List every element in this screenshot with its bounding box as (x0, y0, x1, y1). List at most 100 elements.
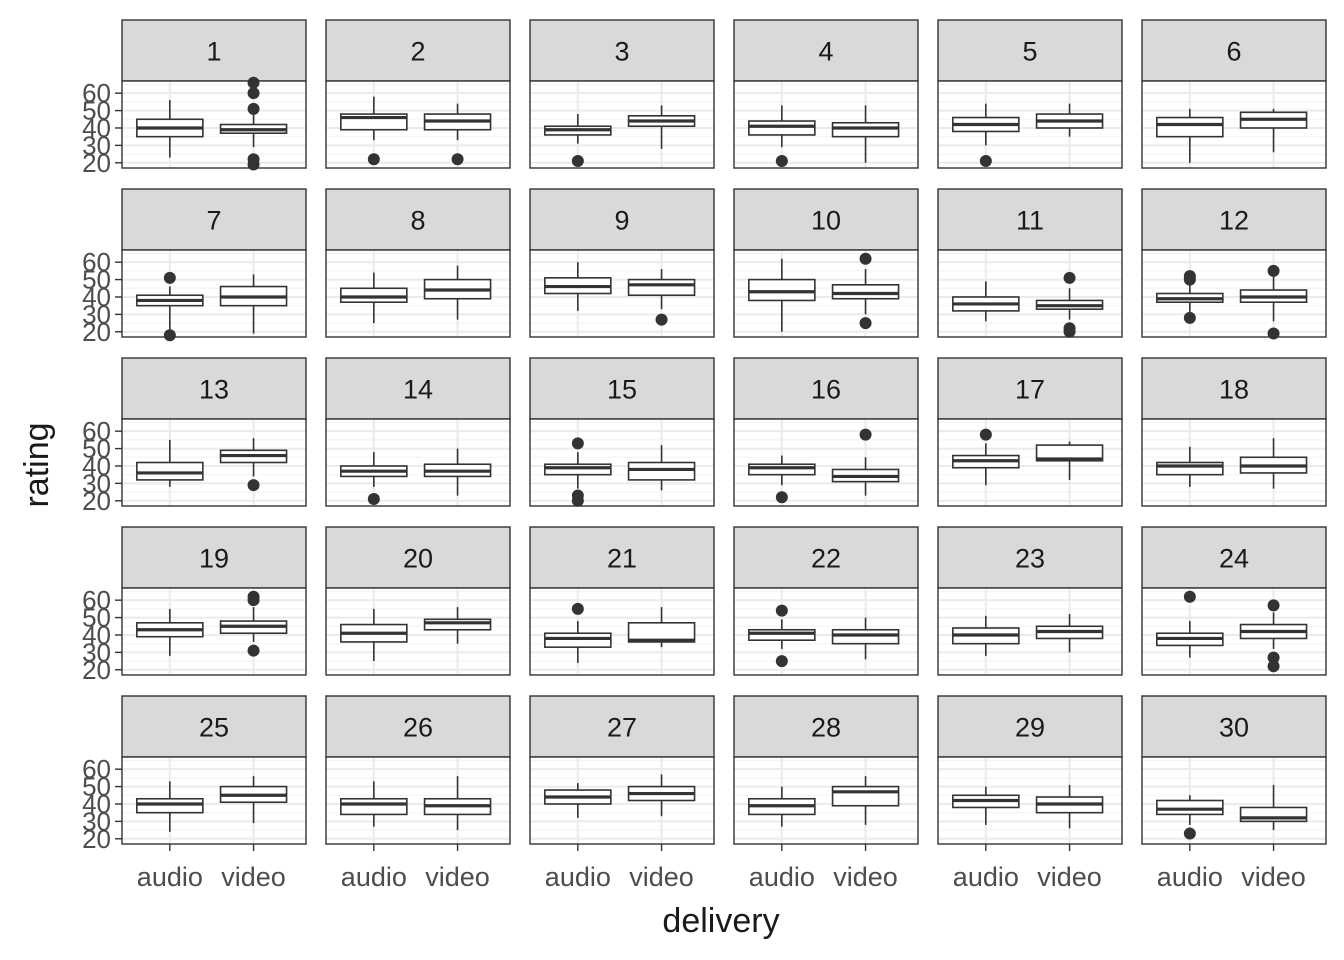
facet-strip (937, 357, 1123, 420)
outlier-point (1267, 651, 1280, 664)
facet-strip (733, 357, 919, 420)
y-tick-label: 50 (82, 772, 111, 802)
y-tick-label: 60 (82, 754, 111, 784)
facet-strip (325, 526, 511, 589)
facet-panel: 19 (121, 526, 307, 676)
x-axis: audio video (137, 844, 286, 892)
facet-strip (733, 526, 919, 589)
box-video (219, 776, 288, 824)
outlier-point (571, 602, 584, 615)
facet-panel: 24 (1141, 526, 1327, 676)
facet-strip (733, 188, 919, 251)
facet-panel: 14 (325, 357, 511, 507)
facet-strip-label: 9 (614, 206, 629, 236)
y-tick-label: 30 (82, 468, 111, 498)
facet-strip (325, 19, 511, 82)
x-tick-label: video (629, 862, 694, 892)
box-video (423, 103, 492, 166)
outlier-point (1267, 660, 1280, 673)
y-tick-label: 20 (82, 486, 111, 516)
y-tick-label: 30 (82, 130, 111, 160)
panel-border (937, 249, 1123, 338)
facet-strip-label: 29 (1015, 713, 1045, 743)
box-video (1239, 784, 1308, 831)
box-audio (136, 271, 204, 342)
iqr-box (831, 121, 900, 138)
outlier-point (979, 155, 992, 168)
outlier-point (247, 87, 260, 100)
y-axis-ticks: 2030405060203040506020304050602030405060… (82, 78, 122, 854)
facet-strip (121, 19, 307, 82)
box-audio (748, 105, 816, 168)
facet-panel: 6 (1141, 19, 1327, 169)
box-audio (544, 783, 612, 818)
box-video (1035, 271, 1104, 338)
x-axis-ticks: audio video audio video audio video audio video… (137, 844, 1306, 892)
box-audio (340, 608, 408, 662)
box-audio (952, 428, 1020, 486)
facet-panel: 3 (529, 19, 715, 169)
y-tick-label: 20 (82, 317, 111, 347)
x-tick-label: video (221, 862, 286, 892)
y-tick-label: 60 (82, 416, 111, 446)
box-audio (544, 437, 612, 507)
iqr-box (423, 618, 492, 631)
facet-strip-label: 14 (403, 375, 433, 405)
panel-border (325, 418, 511, 507)
facet-strip (529, 695, 715, 758)
facet-panel: 4 (733, 19, 919, 169)
outlier-point (367, 153, 380, 166)
box-video (1035, 614, 1104, 653)
box-audio (340, 96, 408, 166)
box-audio (340, 272, 408, 324)
iqr-box (1156, 799, 1224, 816)
facet-panel: 13 (121, 357, 307, 507)
outlier-point (367, 493, 380, 506)
facet-panel: 27 (529, 695, 715, 845)
facet-strip (937, 695, 1123, 758)
panel-border (1141, 587, 1327, 676)
outlier-point (1267, 264, 1280, 277)
facet-strip (937, 188, 1123, 251)
y-tick-label: 60 (82, 585, 111, 615)
box-audio (952, 786, 1020, 825)
iqr-box (544, 463, 612, 476)
iqr-box (627, 461, 696, 481)
facet-strip (1141, 19, 1327, 82)
y-tick-label: 40 (82, 451, 111, 481)
outlier-point (859, 317, 872, 330)
facet-strip-label: 8 (410, 206, 425, 236)
facet-strip-label: 24 (1219, 544, 1249, 574)
x-tick-label: video (1241, 862, 1306, 892)
box-audio (952, 615, 1020, 656)
facet-panel: 20 (325, 526, 511, 676)
iqr-box (748, 278, 816, 302)
outlier-point (1267, 327, 1280, 340)
box-audio (748, 455, 816, 504)
panel-border (121, 587, 307, 676)
facet-strip-label: 15 (607, 375, 637, 405)
outlier-point (859, 252, 872, 265)
y-tick-label: 30 (82, 299, 111, 329)
x-axis: audio video (1157, 844, 1306, 892)
facet-strip-label: 26 (403, 713, 433, 743)
facet-strip (529, 357, 715, 420)
x-tick-label: audio (953, 862, 1019, 892)
facet-strip-label: 13 (199, 375, 229, 405)
facet-panel: 1 (121, 19, 307, 171)
panel-border (733, 418, 919, 507)
panel-border (937, 587, 1123, 676)
facet-panel: 28 (733, 695, 919, 845)
x-tick-label: audio (1157, 862, 1223, 892)
x-tick-label: audio (545, 862, 611, 892)
y-tick-label: 20 (82, 824, 111, 854)
box-video (831, 617, 900, 660)
facet-panel: 11 (937, 188, 1123, 338)
outlier-point (1183, 827, 1196, 840)
panel-border (1141, 80, 1327, 169)
box-video (831, 252, 900, 330)
outlier-point (163, 329, 176, 342)
